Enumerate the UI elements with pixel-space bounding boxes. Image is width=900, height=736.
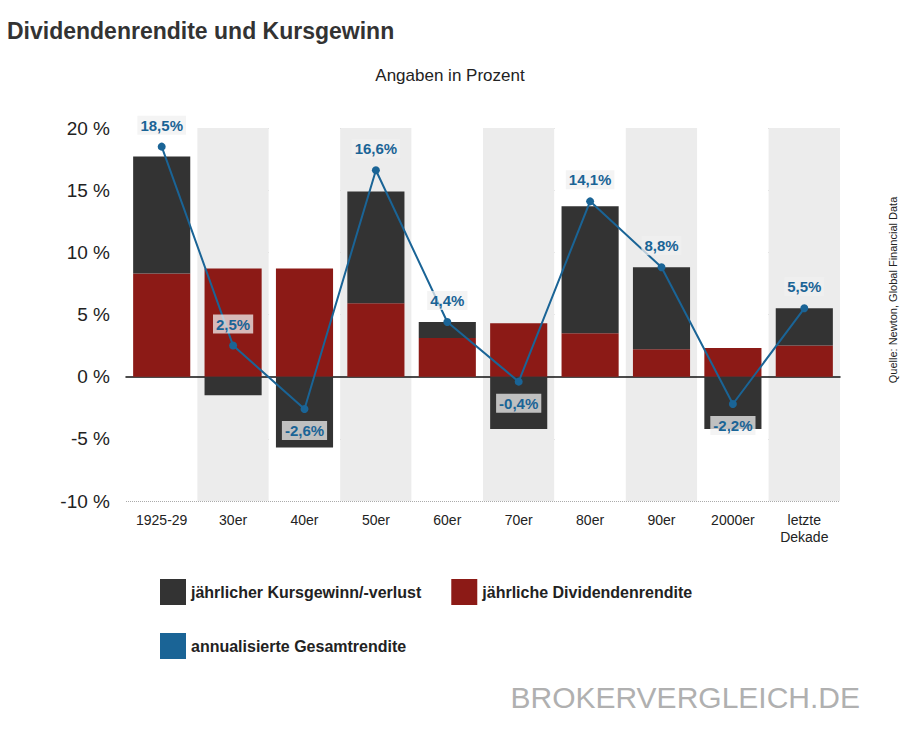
svg-text:30er: 30er [219,512,247,528]
svg-text:Dividendenrendite und Kursgewi: Dividendenrendite und Kursgewinn [7,18,394,44]
svg-text:60er: 60er [433,512,461,528]
svg-text:Dekade: Dekade [780,529,828,545]
svg-text:16,6%: 16,6% [355,140,398,157]
svg-text:-2,2%: -2,2% [713,417,752,434]
svg-text:2,5%: 2,5% [216,316,250,333]
svg-text:-0,4%: -0,4% [499,395,538,412]
svg-text:20 %: 20 % [67,118,110,139]
svg-text:40er: 40er [290,512,318,528]
svg-text:10 %: 10 % [67,242,110,263]
svg-text:50er: 50er [362,512,390,528]
svg-text:15 %: 15 % [67,180,110,201]
svg-text:annualisierte Gesamtrendite: annualisierte Gesamtrendite [191,638,406,655]
svg-text:BROKERVERGLEICH.DE: BROKERVERGLEICH.DE [510,681,860,714]
svg-text:1925-29: 1925-29 [136,512,188,528]
svg-text:2000er: 2000er [711,512,755,528]
svg-text:14,1%: 14,1% [569,171,612,188]
svg-text:Angaben in Prozent: Angaben in Prozent [375,66,525,85]
svg-text:letzte: letzte [788,512,822,528]
svg-text:-2,6%: -2,6% [285,422,324,439]
svg-text:18,5%: 18,5% [140,117,183,134]
svg-text:70er: 70er [505,512,533,528]
svg-text:5 %: 5 % [77,304,110,325]
svg-text:80er: 80er [576,512,604,528]
svg-text:jährlicher Kursgewinn/-verlust: jährlicher Kursgewinn/-verlust [190,584,422,601]
svg-text:-5 %: -5 % [71,428,110,449]
svg-text:5,5%: 5,5% [787,278,821,295]
svg-text:8,8%: 8,8% [644,237,678,254]
svg-text:jährliche Dividendenrendite: jährliche Dividendenrendite [481,584,692,601]
svg-text:0 %: 0 % [77,366,110,387]
svg-text:90er: 90er [647,512,675,528]
svg-text:-10 %: -10 % [60,491,110,512]
svg-text:Quelle: Newton, Global Financi: Quelle: Newton, Global Financial Data [887,196,899,383]
svg-text:4,4%: 4,4% [430,292,464,309]
